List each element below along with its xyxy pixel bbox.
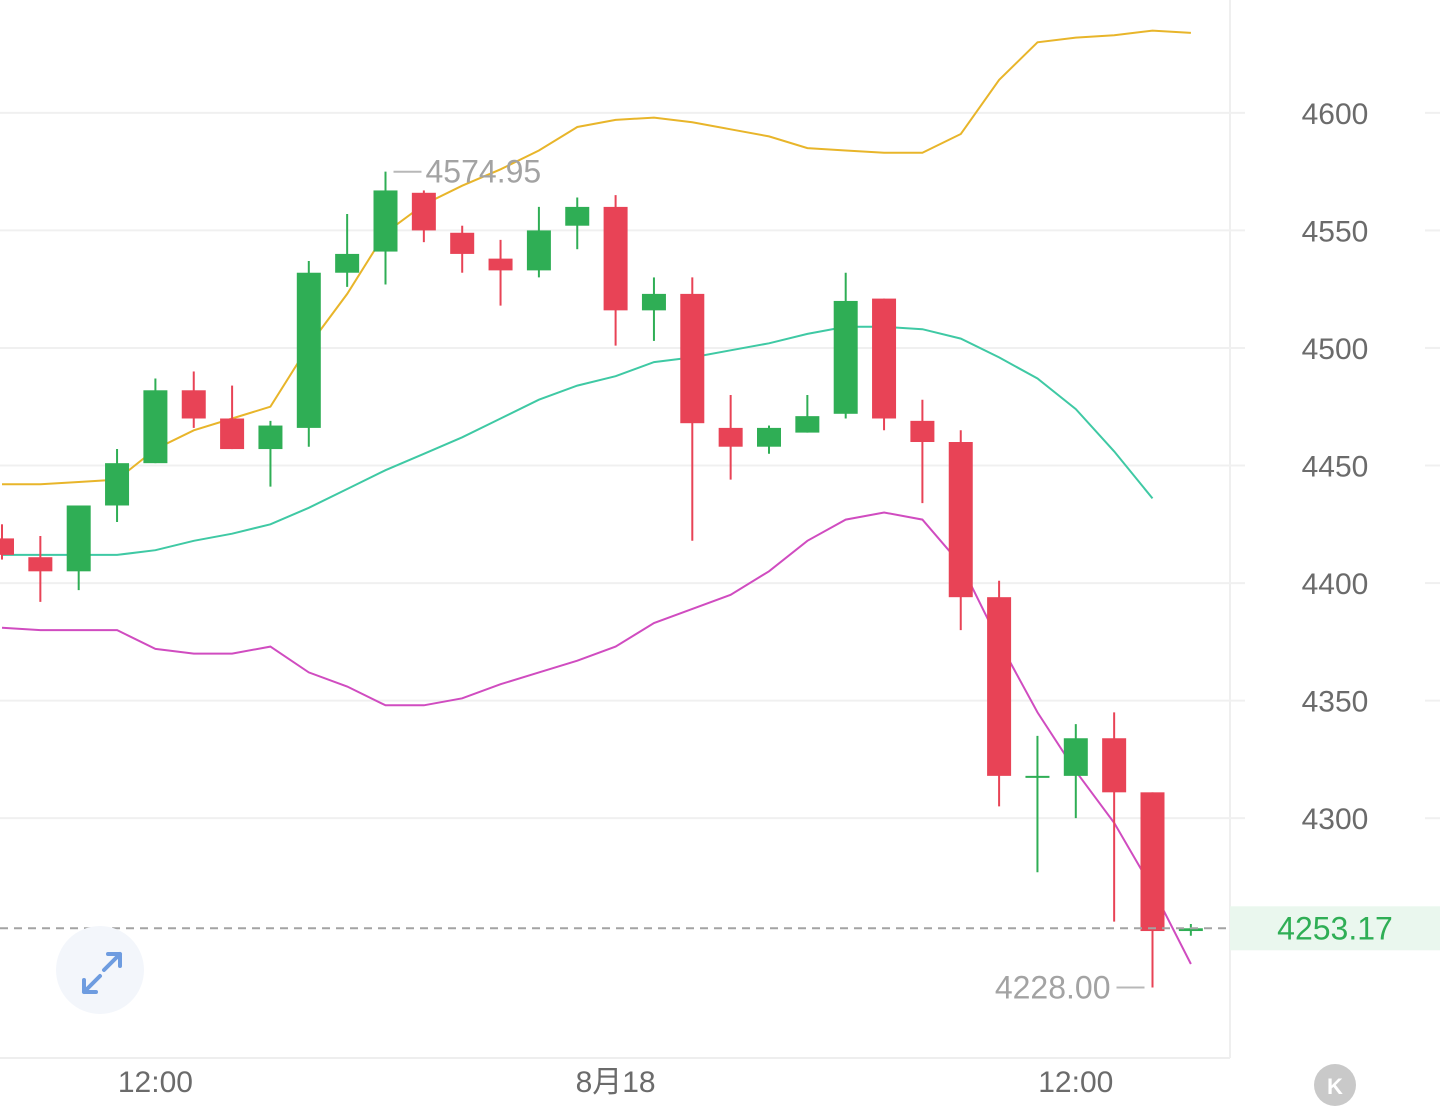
candle: [411, 190, 436, 243]
candle-body: [565, 206, 590, 226]
k-button[interactable]: K: [1314, 1064, 1356, 1106]
price-axis-labels: 4300 4350 4400 4450 4500 4550 4600: [1302, 98, 1369, 836]
gridlines: [0, 111, 1440, 820]
middle-band-line: [2, 325, 1154, 556]
candle-body: [1102, 738, 1127, 793]
time-tick-label: 8月18: [576, 1066, 656, 1099]
candle-body: [258, 425, 283, 450]
price-tick-label: 4550: [1302, 215, 1369, 248]
expand-button[interactable]: [56, 926, 144, 1014]
candle: [757, 425, 781, 454]
candle-body: [0, 538, 14, 555]
candle: [1063, 724, 1088, 819]
candle-body: [1178, 928, 1203, 932]
candle: [1025, 735, 1050, 873]
candle-body: [1063, 738, 1088, 776]
candle: [181, 371, 206, 428]
candle: [105, 449, 130, 522]
candle: [220, 385, 245, 450]
candle-body: [526, 230, 551, 271]
price-tick-label: 4300: [1302, 803, 1369, 836]
extreme-annotations: 4574.95 4228.00: [393, 154, 1145, 1005]
candle: [948, 430, 973, 631]
candle-body: [143, 390, 168, 464]
low-annotation: 4228.00: [995, 969, 1111, 1005]
candle: [718, 394, 743, 480]
candle: [641, 277, 666, 341]
candle: [28, 536, 53, 602]
high-annotation: 4574.95: [426, 154, 542, 190]
candle: [450, 225, 475, 273]
candle: [680, 277, 705, 541]
candle-body: [296, 272, 321, 428]
candle-body: [757, 427, 781, 447]
time-tick-label: 12:00: [1038, 1066, 1113, 1099]
candle-body: [450, 232, 475, 254]
candle: [795, 394, 820, 433]
candle-body: [105, 463, 130, 506]
k-icon: K: [1327, 1074, 1343, 1099]
candle: [910, 399, 935, 504]
candle-body: [948, 442, 973, 598]
upper-band-line: [2, 29, 1191, 486]
candle: [1178, 923, 1203, 936]
price-tick-label: 4400: [1302, 568, 1369, 601]
time-tick-label: 12:00: [118, 1066, 193, 1099]
price-tick-label: 4600: [1302, 98, 1369, 131]
candle-body: [910, 420, 935, 443]
candle: [565, 197, 590, 250]
price-tick-label: 4350: [1302, 686, 1369, 719]
candle: [833, 272, 858, 419]
candle-body: [872, 298, 897, 419]
current-price-label: 4253.17: [1277, 910, 1393, 946]
candle: [296, 260, 321, 447]
candle: [987, 580, 1012, 807]
candles: [0, 171, 1203, 988]
price-tick-label: 4450: [1302, 451, 1369, 484]
candle: [1140, 792, 1165, 988]
candle: [488, 239, 513, 306]
candle-body: [66, 505, 91, 572]
candle-body: [795, 416, 820, 433]
candle-body: [220, 418, 245, 450]
lower-band-line: [1, 511, 1192, 965]
candle: [526, 206, 551, 278]
candle-body: [181, 390, 206, 419]
candle: [0, 524, 14, 560]
current-price-tag: [1230, 906, 1440, 951]
candle: [1102, 712, 1127, 922]
expand-icon: [82, 952, 122, 994]
time-axis-labels: 12:00 8月18 12:00: [118, 1066, 1113, 1099]
candle: [603, 195, 628, 346]
candle-body: [1140, 792, 1165, 932]
candle-body: [411, 192, 436, 231]
candle: [143, 378, 168, 464]
candle-body: [718, 427, 743, 447]
candle: [66, 505, 91, 591]
candle: [335, 213, 360, 287]
candle-body: [603, 206, 628, 311]
candle-body: [1025, 775, 1050, 778]
candle-body: [488, 258, 513, 271]
candle-body: [680, 293, 705, 424]
candle: [373, 171, 398, 285]
candle: [258, 420, 283, 487]
bollinger-bands: [1, 29, 1192, 965]
candle-body: [28, 557, 53, 572]
candle-body: [641, 293, 666, 311]
candle-body: [833, 300, 858, 414]
candle-body: [987, 597, 1012, 776]
price-tick-label: 4500: [1302, 333, 1369, 366]
candle-body: [373, 190, 398, 252]
candle: [872, 298, 897, 431]
candle-body: [335, 253, 360, 273]
